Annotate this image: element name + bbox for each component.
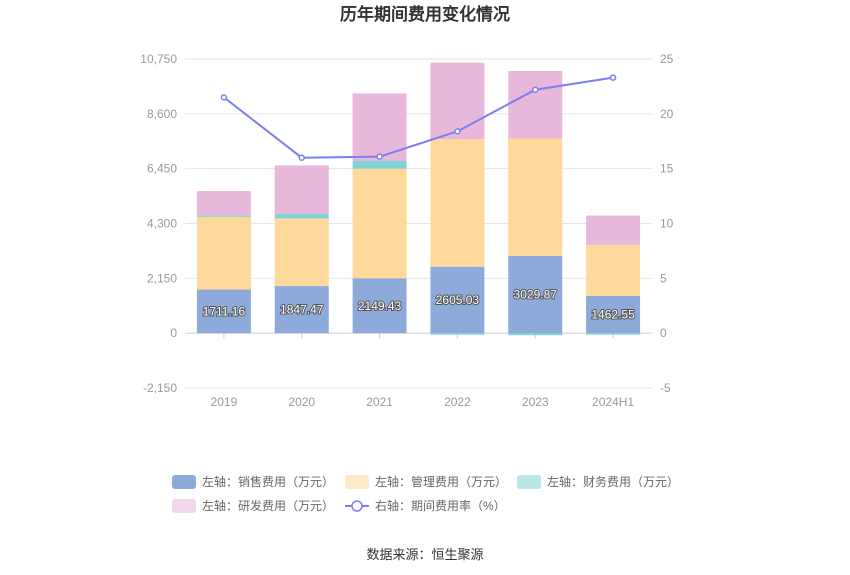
bar-segment [586, 215, 641, 245]
bar-segment [508, 333, 563, 336]
legend-label: 左轴：研发费用（万元） [202, 498, 334, 513]
legend-item[interactable]: 左轴：管理费用（万元） [345, 474, 507, 489]
right-axis: -5 0 5 10 15 20 25 [660, 52, 674, 395]
bar-data-label: 2149.43 [358, 299, 402, 313]
bar-data-label: 3029.87 [514, 288, 558, 302]
right-tick-label: -5 [660, 381, 671, 395]
bar-data-label: 1462.55 [591, 308, 635, 322]
legend-swatch [345, 475, 369, 489]
bar-segment [508, 70, 563, 139]
rate-point [609, 74, 617, 81]
legend-item[interactable]: 左轴：销售费用（万元） [172, 474, 334, 489]
bar-data-label: 1847.47 [280, 303, 324, 317]
rate-point [532, 86, 539, 93]
left-tick-label: 6,450 [147, 162, 177, 176]
rate-point [298, 154, 305, 161]
right-tick-label: 0 [660, 326, 667, 340]
legend-label: 左轴：管理费用（万元） [375, 474, 507, 489]
rate-point [376, 153, 383, 160]
x-tick-label: 2024H1 [592, 395, 634, 409]
x-tick-label: 2023 [522, 395, 549, 409]
x-tick-label: 2019 [211, 395, 238, 409]
left-tick-label: 10,750 [140, 52, 177, 66]
rate-line [220, 74, 617, 161]
bar-segment [196, 215, 251, 290]
x-tick-label: 2021 [366, 395, 393, 409]
legend: 左轴：销售费用（万元） 左轴：管理费用（万元） 左轴：财务费用（万元） 左轴：研发费用… [172, 474, 679, 513]
bar-segment [430, 266, 485, 334]
bar-labels: 1711.16 1847.47 2149.43 2605.03 3029.87 1462.… [202, 287, 636, 323]
bar-segment [352, 161, 407, 169]
x-tick-label: 2020 [288, 395, 315, 409]
left-tick-label: 4,300 [147, 217, 177, 231]
right-tick-label: 5 [660, 271, 667, 285]
right-tick-label: 25 [660, 52, 674, 66]
source-text: 数据来源：恒生聚源 [366, 547, 483, 562]
bar-segment [586, 333, 641, 335]
legend-item[interactable]: 右轴：期间费用率（%） [345, 498, 506, 513]
bar-segment [352, 278, 407, 334]
bar-segment [508, 138, 563, 256]
bar-segment [586, 244, 641, 296]
bar-segment [430, 62, 485, 140]
bar-segment [586, 295, 641, 334]
legend-label: 右轴：期间费用率（%） [375, 498, 506, 513]
bar-segment [274, 165, 329, 214]
left-tick-label: 8,600 [147, 107, 177, 121]
rate-point [220, 94, 228, 101]
bar-segment [430, 333, 485, 335]
bar-segment [274, 218, 329, 287]
left-tick-label: 2,150 [147, 271, 177, 285]
right-tick-label: 15 [660, 162, 674, 176]
legend-swatch [172, 499, 196, 513]
grid [185, 58, 652, 389]
bar-segment [274, 213, 329, 219]
right-tick-label: 20 [660, 107, 674, 121]
rate-point [454, 128, 461, 135]
left-tick-label: 0 [170, 326, 177, 340]
x-tick-label: 2022 [444, 395, 471, 409]
legend-label: 左轴：财务费用（万元） [547, 474, 679, 489]
chart-title: 历年期间费用变化情况 [340, 4, 510, 24]
bar-data-label: 2605.03 [436, 293, 480, 307]
legend-swatch [517, 475, 541, 489]
bar-segment [430, 139, 485, 267]
legend-swatch [172, 475, 196, 489]
bar-segment [352, 168, 407, 279]
legend-label: 左轴：销售费用（万元） [202, 474, 334, 489]
bar-segment [196, 289, 251, 334]
left-axis: -2,150 0 2,150 4,300 6,450 8,600 10,750 [140, 52, 177, 395]
bar-segment [508, 255, 563, 334]
bar-segment [196, 191, 251, 216]
bar-segment [196, 215, 251, 217]
left-tick-label: -2,150 [143, 381, 177, 395]
x-axis: 2019 2020 2021 2022 2023 2024H1 [211, 333, 634, 409]
right-tick-label: 10 [660, 217, 674, 231]
legend-item[interactable]: 左轴：研发费用（万元） [172, 498, 334, 513]
bars [196, 62, 641, 336]
legend-marker [351, 500, 363, 512]
bar-data-label: 1711.16 [203, 304, 246, 318]
bar-segment [274, 286, 329, 334]
legend-item[interactable]: 左轴：财务费用（万元） [517, 474, 679, 489]
rate-line-path [223, 76, 614, 159]
